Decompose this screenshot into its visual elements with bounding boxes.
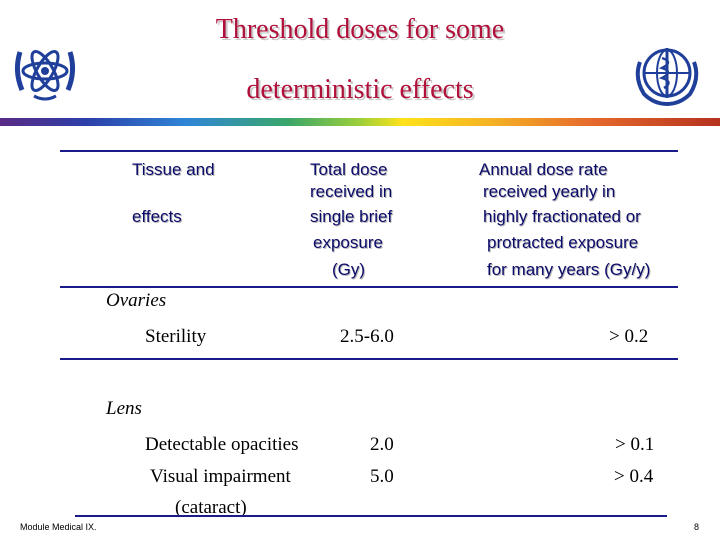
table-top-rule	[60, 150, 678, 152]
header-bottom-rule	[60, 286, 678, 288]
header-tissue-line-2: effects	[132, 207, 182, 226]
row-effect-cataract: (cataract)	[175, 497, 247, 518]
row-effect-visual-impairment: Visual impairment	[150, 466, 291, 487]
row-effect-opacities: Detectable opacities	[145, 434, 299, 455]
slide-title-line-2: deterministic effects	[246, 74, 474, 105]
row-single-dose-visual-impairment: 5.0	[370, 466, 394, 487]
header-tissue-line-1: Tissue and	[132, 160, 215, 179]
row-single-dose-sterility: 2.5-6.0	[340, 326, 394, 347]
row-annual-rate-opacities: > 0.1	[615, 434, 655, 455]
section-label-ovaries: Ovaries	[106, 290, 167, 311]
header-annual-rate-line-4: protracted exposure	[487, 233, 639, 252]
header-annual-rate-line-1: Annual dose rate	[479, 160, 608, 179]
row-single-dose-opacities: 2.0	[370, 434, 394, 455]
who-emblem-icon	[635, 48, 699, 107]
header-total-dose-line-3: single brief	[310, 207, 393, 226]
rainbow-divider	[0, 118, 720, 126]
footer-page-number: 8	[694, 522, 700, 532]
header-total-dose-line-4: exposure	[313, 233, 383, 252]
section-label-lens: Lens	[106, 398, 142, 419]
row-annual-rate-visual-impairment: > 0.4	[614, 466, 654, 487]
header-annual-rate-line-5: for many years (Gy/y)	[487, 260, 651, 279]
row-effect-sterility: Sterility	[145, 326, 207, 347]
header-annual-rate-line-2: received yearly in	[483, 182, 616, 201]
header-annual-rate-line-3: highly fractionated or	[483, 207, 641, 226]
footer-module-label: Module Medical IX.	[20, 522, 97, 532]
header-total-dose-line-1: Total dose	[310, 160, 388, 179]
header-total-dose-line-2: received in	[310, 182, 393, 201]
iaea-atom-logo-icon	[14, 50, 76, 101]
header-total-dose-line-5: (Gy)	[332, 260, 366, 279]
table-bottom-rule	[75, 515, 667, 517]
row-annual-rate-sterility: > 0.2	[609, 326, 649, 347]
section-divider-rule	[60, 358, 678, 360]
slide-title-line-1: Threshold doses for some	[215, 14, 505, 45]
